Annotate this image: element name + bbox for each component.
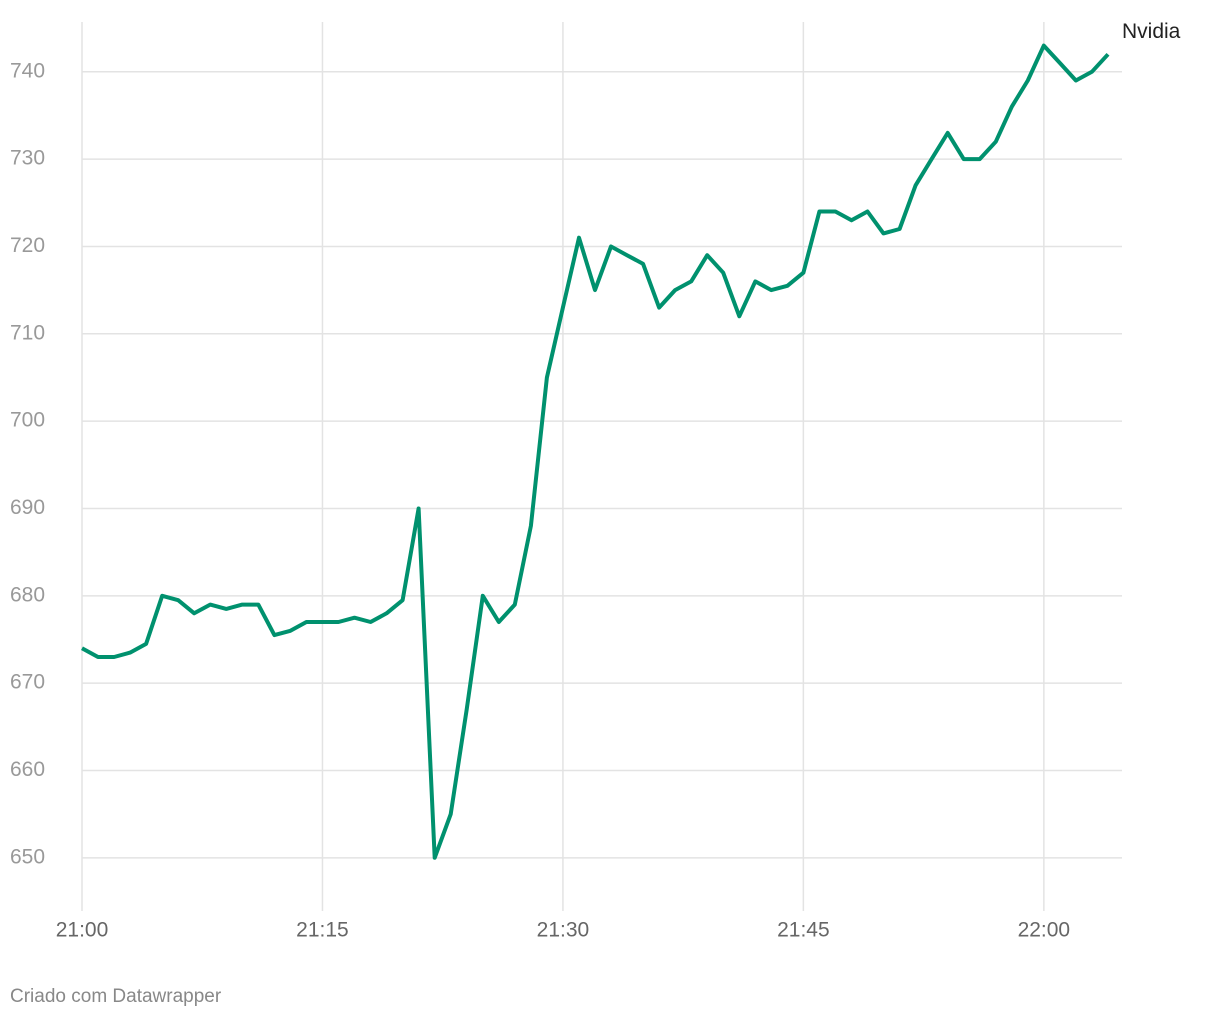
footer: Criado com Datawrapper bbox=[10, 986, 222, 1007]
y-tick-label: 700 bbox=[10, 409, 45, 432]
x-tick-label: 22:00 bbox=[1018, 919, 1071, 942]
x-tick-label: 21:30 bbox=[537, 919, 590, 942]
y-tick-label: 650 bbox=[10, 845, 45, 868]
y-tick-label: 740 bbox=[10, 59, 45, 82]
y-tick-label: 720 bbox=[10, 234, 45, 257]
x-tick-label: 21:00 bbox=[56, 919, 109, 942]
y-tick-label: 670 bbox=[10, 671, 45, 694]
y-tick-label: 710 bbox=[10, 321, 45, 344]
series-label: Nvidia bbox=[1122, 20, 1181, 43]
x-tick-label: 21:15 bbox=[296, 919, 349, 942]
y-tick-label: 690 bbox=[10, 496, 45, 519]
y-tick-label: 660 bbox=[10, 758, 45, 781]
y-tick-label: 680 bbox=[10, 583, 45, 606]
y-tick-label: 730 bbox=[10, 147, 45, 170]
x-tick-label: 21:45 bbox=[777, 919, 830, 942]
line bbox=[81, 43, 1110, 860]
